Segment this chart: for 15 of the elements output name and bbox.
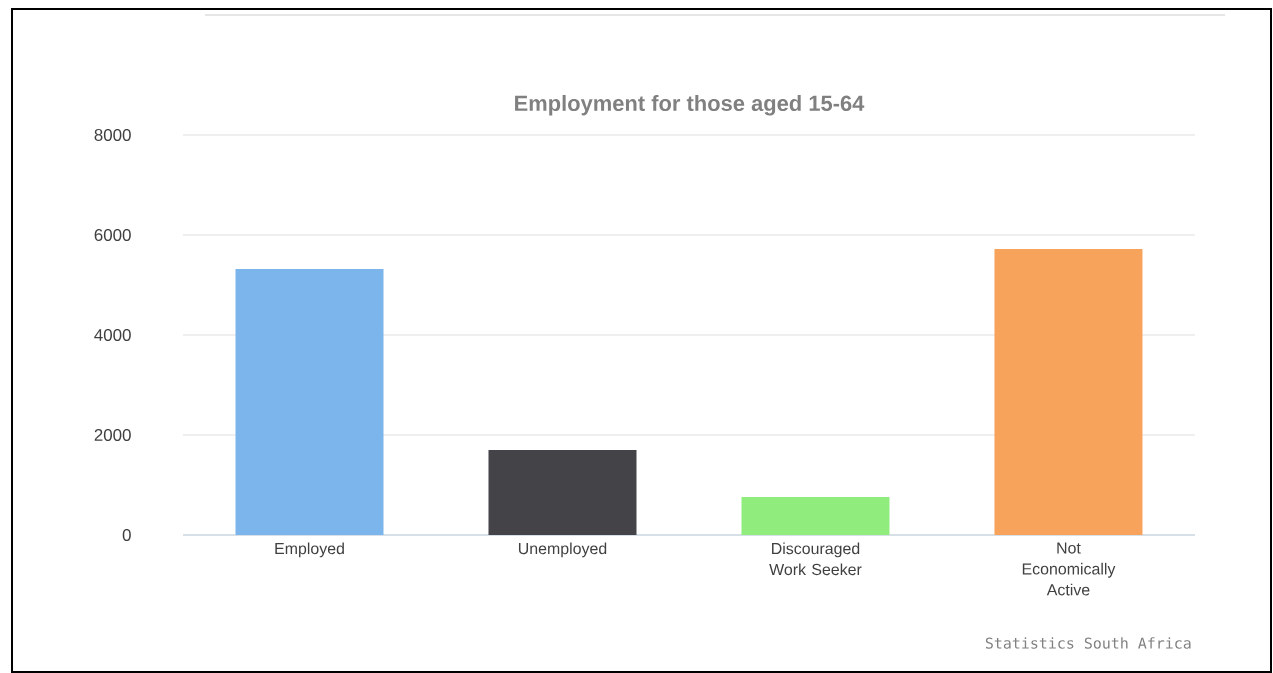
y-tick-label: 8000 bbox=[94, 129, 131, 141]
y-tick-label: 4000 bbox=[94, 328, 131, 341]
y-tick-label: 2000 bbox=[94, 428, 131, 441]
bar bbox=[741, 496, 890, 535]
x-tick-label: Unemployed bbox=[518, 542, 607, 558]
y-tick-label: 6000 bbox=[94, 228, 131, 241]
bar bbox=[235, 268, 384, 535]
bar bbox=[994, 248, 1143, 535]
x-tick-label: Discouraged Work Seeker bbox=[769, 542, 862, 576]
x-tick-label: Not Economically Active bbox=[1022, 542, 1116, 596]
x-tick-label: Employed bbox=[275, 542, 344, 558]
chart-title: Employment for those aged 15-64 bbox=[515, 94, 865, 116]
bar bbox=[488, 449, 637, 535]
text: Statistics South Africa bbox=[985, 637, 1191, 649]
y-tick-label: 0 bbox=[122, 528, 131, 541]
